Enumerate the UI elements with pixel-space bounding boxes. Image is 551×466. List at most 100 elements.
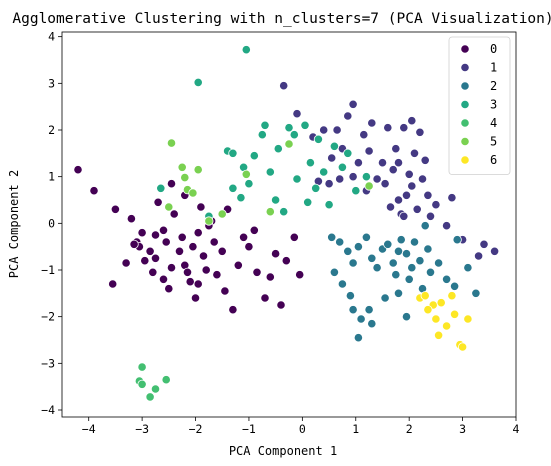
data-point-cluster-1: [393, 195, 404, 205]
data-point-cluster-2: [367, 253, 377, 263]
x-tick-label: 0: [299, 422, 306, 436]
data-point-cluster-1: [431, 200, 441, 210]
points-layer: [73, 45, 500, 402]
data-point-cluster-0: [121, 258, 131, 268]
data-point-cluster-2: [348, 305, 358, 315]
data-point-cluster-0: [145, 246, 155, 256]
data-point-cluster-3: [300, 120, 310, 130]
data-point-cluster-2: [361, 232, 371, 242]
data-point-cluster-0: [182, 267, 193, 277]
data-point-cluster-5: [166, 138, 177, 148]
data-point-cluster-6: [457, 342, 468, 352]
legend-marker-cluster-1: [460, 62, 470, 73]
data-point-cluster-1: [367, 118, 377, 128]
data-point-cluster-3: [319, 167, 329, 177]
data-point-cluster-3: [313, 134, 323, 144]
data-point-cluster-6: [431, 314, 441, 324]
data-point-cluster-1: [319, 125, 329, 135]
data-point-cluster-5: [180, 173, 190, 183]
data-point-cluster-2: [367, 319, 377, 329]
data-point-cluster-2: [345, 291, 355, 301]
data-point-cluster-0: [198, 251, 209, 261]
data-point-cluster-5: [364, 181, 374, 191]
data-point-cluster-3: [305, 158, 315, 168]
legend-marker-cluster-2: [460, 81, 470, 91]
x-axis-label: PCA Component 1: [229, 444, 337, 458]
data-point-cluster-3: [257, 130, 267, 140]
data-point-cluster-1: [441, 221, 452, 231]
data-point-cluster-3: [156, 183, 166, 193]
legend-label-cluster-0: 0: [490, 42, 497, 56]
data-point-cluster-4: [137, 379, 147, 389]
data-point-cluster-2: [343, 246, 353, 256]
legend-label-cluster-1: 1: [490, 61, 497, 75]
data-point-cluster-3: [241, 45, 251, 55]
data-point-cluster-5: [284, 139, 294, 149]
data-point-cluster-3: [289, 130, 299, 140]
x-tick-label: 1: [352, 422, 359, 436]
data-point-cluster-2: [396, 235, 406, 245]
data-point-cluster-4: [150, 384, 161, 394]
data-point-cluster-0: [270, 249, 281, 259]
data-point-cluster-6: [449, 309, 460, 319]
data-point-cluster-0: [249, 225, 259, 235]
y-tick-label: −3: [41, 356, 55, 370]
data-point-cluster-3: [329, 141, 339, 151]
plot-frame: [61, 31, 517, 418]
data-point-cluster-6: [463, 314, 473, 324]
data-point-cluster-0: [166, 263, 177, 273]
data-point-cluster-0: [137, 228, 147, 238]
data-point-cluster-1: [332, 125, 342, 135]
data-point-cluster-0: [89, 186, 99, 196]
data-point-cluster-3: [260, 120, 270, 130]
data-point-cluster-0: [161, 237, 171, 247]
data-point-cluster-0: [239, 232, 249, 242]
data-point-cluster-0: [73, 165, 83, 175]
data-point-cluster-2: [393, 288, 404, 298]
data-point-cluster-3: [337, 162, 347, 172]
y-tick-label: 1: [48, 170, 55, 184]
data-point-cluster-1: [399, 211, 409, 221]
data-point-cluster-6: [436, 298, 446, 308]
data-point-cluster-4: [145, 392, 155, 402]
data-point-cluster-1: [447, 193, 457, 203]
data-point-cluster-1: [407, 116, 417, 126]
data-point-cluster-2: [372, 263, 382, 273]
data-point-cluster-3: [343, 148, 353, 158]
data-point-cluster-0: [140, 256, 150, 266]
data-point-cluster-1: [391, 144, 401, 154]
data-point-cluster-3: [279, 207, 289, 217]
data-point-cluster-2: [401, 249, 412, 259]
data-point-cluster-3: [270, 195, 281, 205]
data-point-cluster-1: [388, 165, 398, 175]
legend-label-cluster-4: 4: [490, 116, 497, 130]
y-axis-label: PCA Component 2: [7, 170, 21, 278]
legend-label-cluster-3: 3: [490, 98, 497, 112]
data-point-cluster-0: [148, 267, 158, 277]
y-tick-label: −1: [41, 263, 55, 277]
data-point-cluster-1: [423, 190, 433, 200]
data-point-cluster-1: [399, 123, 409, 133]
data-point-cluster-3: [311, 183, 321, 193]
data-point-cluster-0: [260, 293, 270, 303]
x-tick-label: −1: [242, 422, 256, 436]
data-point-cluster-5: [177, 162, 187, 172]
data-point-cluster-3: [236, 193, 246, 203]
data-point-cluster-1: [479, 239, 489, 249]
data-point-cluster-6: [447, 291, 457, 301]
data-point-cluster-0: [150, 253, 161, 263]
data-point-cluster-1: [377, 158, 388, 168]
data-point-cluster-0: [233, 260, 243, 270]
data-point-cluster-2: [401, 312, 412, 322]
legend-box: [448, 36, 511, 175]
data-point-cluster-0: [217, 246, 227, 256]
data-point-cluster-0: [265, 272, 275, 282]
data-point-cluster-1: [425, 211, 436, 221]
data-point-cluster-1: [348, 172, 358, 182]
x-axis-ticks: −4 −3 −2 −1 0 1 2 3 4: [82, 417, 520, 436]
data-point-cluster-0: [164, 284, 174, 294]
data-point-cluster-0: [185, 277, 195, 287]
data-point-cluster-0: [110, 204, 121, 214]
data-point-cluster-0: [276, 300, 286, 310]
data-point-cluster-0: [108, 279, 118, 289]
